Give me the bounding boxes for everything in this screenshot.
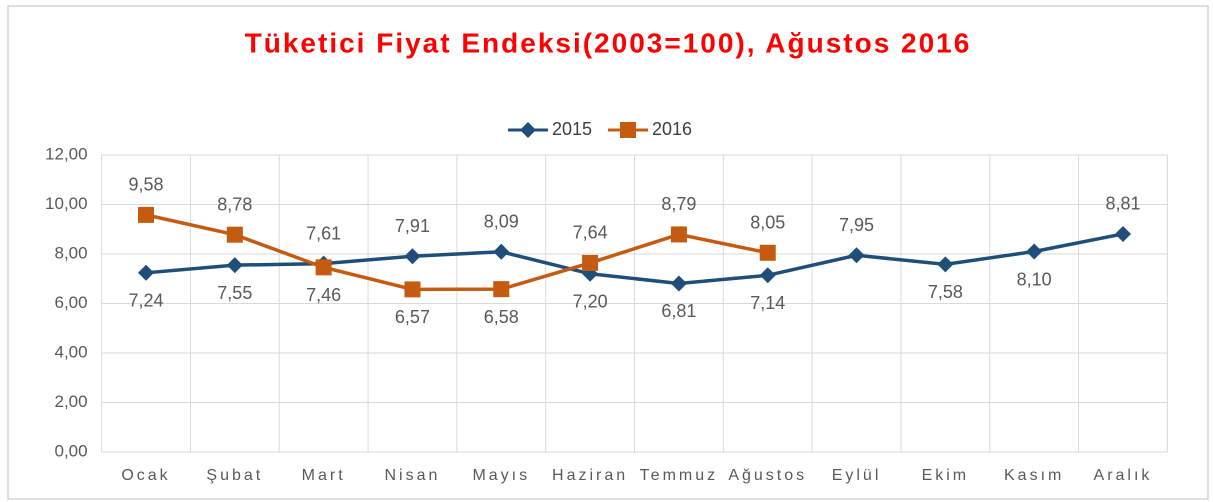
- x-tick-label: Ocak: [121, 467, 170, 484]
- y-tick-label: 2,00: [55, 392, 88, 411]
- data-label: 8,09: [484, 212, 519, 232]
- data-label: 9,58: [128, 175, 163, 195]
- legend-marker: [520, 122, 536, 138]
- x-tick-label: Ağustos: [728, 467, 807, 484]
- data-label: 8,05: [750, 213, 785, 233]
- y-tick-label: 12,00: [45, 144, 88, 163]
- y-tick-label: 4,00: [55, 342, 88, 361]
- marker: [493, 281, 510, 298]
- x-tick-label: Mart: [302, 467, 346, 484]
- marker: [670, 275, 687, 292]
- marker: [582, 254, 599, 271]
- data-label: 7,46: [306, 285, 341, 305]
- x-tick-label: Mayıs: [472, 467, 530, 484]
- marker: [493, 243, 510, 260]
- x-tick-label: Eylül: [832, 467, 882, 484]
- marker: [138, 206, 155, 223]
- data-label: 8,78: [217, 194, 252, 214]
- marker: [1114, 225, 1131, 242]
- chart-border: [7, 5, 1209, 500]
- data-label: 7,14: [750, 293, 785, 313]
- marker: [315, 259, 332, 276]
- data-label: 7,24: [128, 291, 163, 311]
- marker: [670, 226, 687, 243]
- marker: [759, 244, 776, 261]
- data-label: 7,20: [573, 292, 608, 312]
- data-label: 6,81: [661, 301, 696, 321]
- x-tick-label: Kasım: [1004, 467, 1064, 484]
- data-label: 7,64: [573, 223, 608, 243]
- series-line: [145, 232, 1124, 286]
- data-label: 8,81: [1105, 194, 1140, 214]
- marker: [404, 248, 421, 265]
- y-tick-label: 0,00: [55, 441, 88, 460]
- series-line: [145, 213, 769, 292]
- data-label: 7,61: [306, 223, 341, 243]
- y-tick-label: 6,00: [55, 293, 88, 312]
- marker: [226, 226, 243, 243]
- y-tick-label: 10,00: [45, 194, 88, 213]
- data-label: 7,95: [839, 215, 874, 235]
- chart-title: Tüketici Fiyat Endeksi(2003=100), Ağusto…: [245, 27, 972, 58]
- x-tick-label: Nisan: [385, 467, 441, 484]
- data-label: 7,91: [395, 216, 430, 236]
- marker: [937, 256, 954, 273]
- legend-label: 2016: [652, 119, 692, 139]
- marker: [226, 257, 243, 274]
- marker: [848, 247, 865, 264]
- legend-marker: [620, 122, 636, 138]
- x-tick-label: Haziran: [552, 467, 628, 484]
- data-label: 6,58: [484, 307, 519, 327]
- marker: [759, 267, 776, 284]
- marker: [1026, 243, 1043, 260]
- data-label: 8,10: [1017, 269, 1052, 289]
- y-tick-label: 8,00: [55, 243, 88, 262]
- legend-label: 2015: [552, 119, 592, 139]
- x-tick-label: Ekim: [922, 467, 970, 484]
- x-tick-label: Temmuz: [640, 467, 718, 484]
- marker: [404, 281, 421, 298]
- data-label: 7,58: [928, 282, 963, 302]
- data-label: 8,79: [661, 194, 696, 214]
- data-label: 6,57: [395, 307, 430, 327]
- x-tick-label: Şubat: [206, 467, 263, 484]
- marker: [138, 264, 155, 281]
- data-label: 7,55: [217, 283, 252, 303]
- x-tick-label: Aralık: [1094, 467, 1153, 484]
